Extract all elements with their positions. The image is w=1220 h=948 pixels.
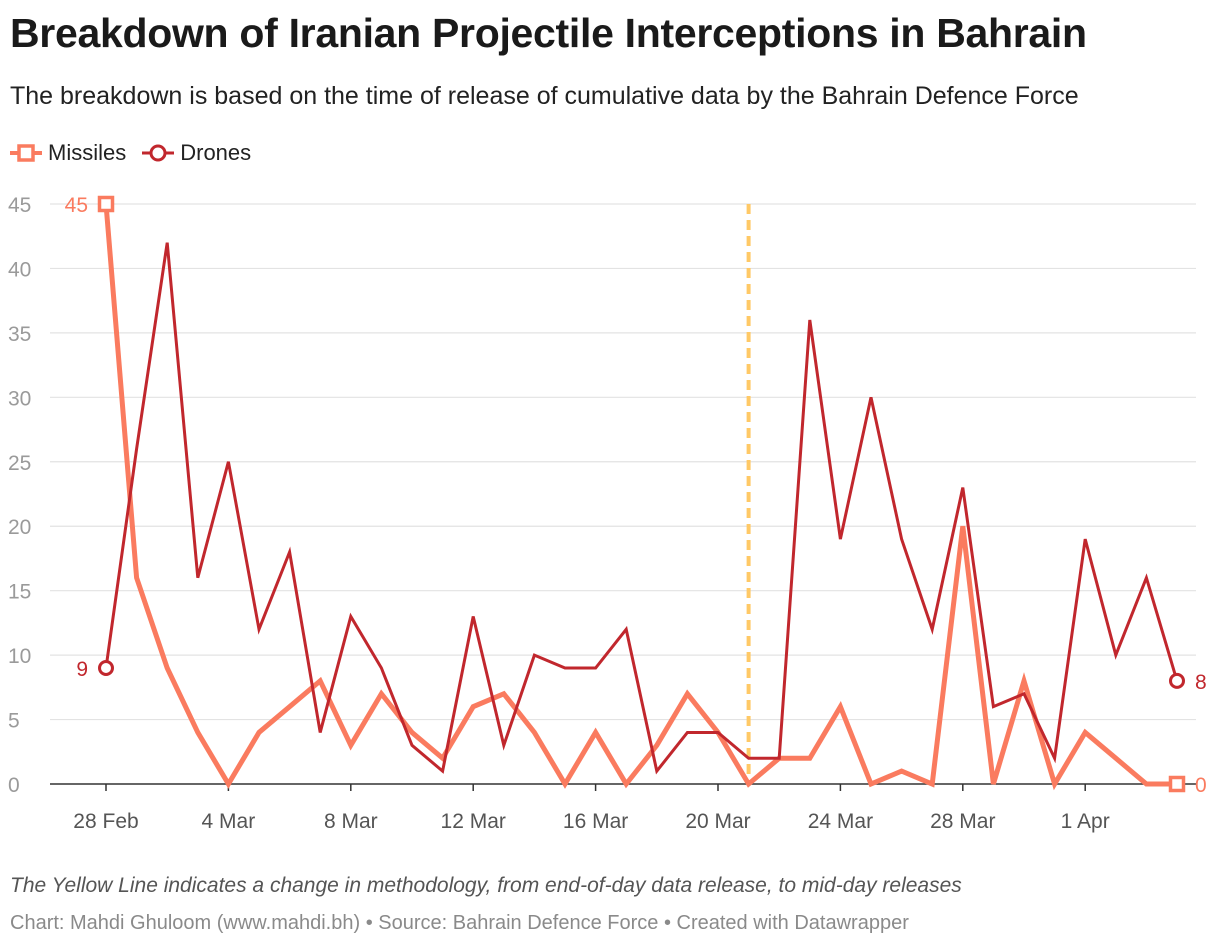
legend-missiles-label: Missiles	[48, 140, 127, 165]
x-tick-label: 1 Apr	[1061, 810, 1110, 833]
y-tick-label-25: 25	[8, 452, 31, 475]
y-tick-label-40: 40	[8, 258, 31, 281]
missiles-end-label: 0	[1195, 774, 1207, 797]
drones-start-label: 9	[76, 658, 88, 681]
y-tick-label-5: 5	[8, 710, 20, 733]
drones-start-marker	[98, 660, 114, 676]
line-chart: 0 5 10 15 20 25 30 35 40 45 28 Feb 4 Mar 8 Mar 12 Mar…	[8, 194, 1207, 833]
y-tick-label-30: 30	[8, 387, 31, 410]
y-tick-label-35: 35	[8, 323, 31, 346]
missiles-start-marker	[97, 195, 115, 213]
chart-credit: Chart: Mahdi Ghuloom (www.mahdi.bh) • So…	[10, 912, 909, 934]
series-line-missiles	[103, 203, 1177, 791]
missiles-end-marker	[1168, 775, 1186, 793]
legend-item-missiles: Missiles	[10, 140, 126, 166]
y-tick-label-45: 45	[8, 194, 31, 217]
x-tick-label: 16 Mar	[563, 810, 628, 833]
legend-drones-circle-icon	[142, 144, 175, 162]
legend-drones-label: Drones	[180, 140, 252, 165]
x-tick-label: 4 Mar	[202, 810, 256, 833]
x-tick-label: 24 Mar	[808, 810, 873, 833]
legend-missiles-square-icon	[10, 144, 42, 162]
missiles-start-label: 45	[65, 194, 88, 217]
series-line-drones	[104, 242, 1179, 775]
x-tick-label: 28 Mar	[930, 810, 995, 833]
y-tick-label-0: 0	[8, 774, 20, 797]
y-tick-label-15: 15	[8, 581, 31, 604]
methodology-note: The Yellow Line indicates a change in me…	[10, 874, 962, 897]
y-tick-label-10: 10	[8, 645, 31, 668]
legend-item-drones: Drones	[142, 140, 251, 166]
x-tick-label: 20 Mar	[685, 810, 750, 833]
x-tick-label: 12 Mar	[441, 810, 506, 833]
drones-end-label: 8	[1195, 671, 1207, 694]
y-tick-label-20: 20	[8, 516, 31, 539]
x-tick-label: 8 Mar	[324, 810, 378, 833]
chart-title: Breakdown of Iranian Projectile Intercep…	[10, 10, 1087, 56]
x-tick-label: 28 Feb	[73, 810, 138, 833]
chart-subtitle: The breakdown is based on the time of re…	[10, 82, 1079, 110]
legend: Missiles Drones	[10, 139, 267, 167]
drones-end-marker	[1169, 672, 1185, 689]
